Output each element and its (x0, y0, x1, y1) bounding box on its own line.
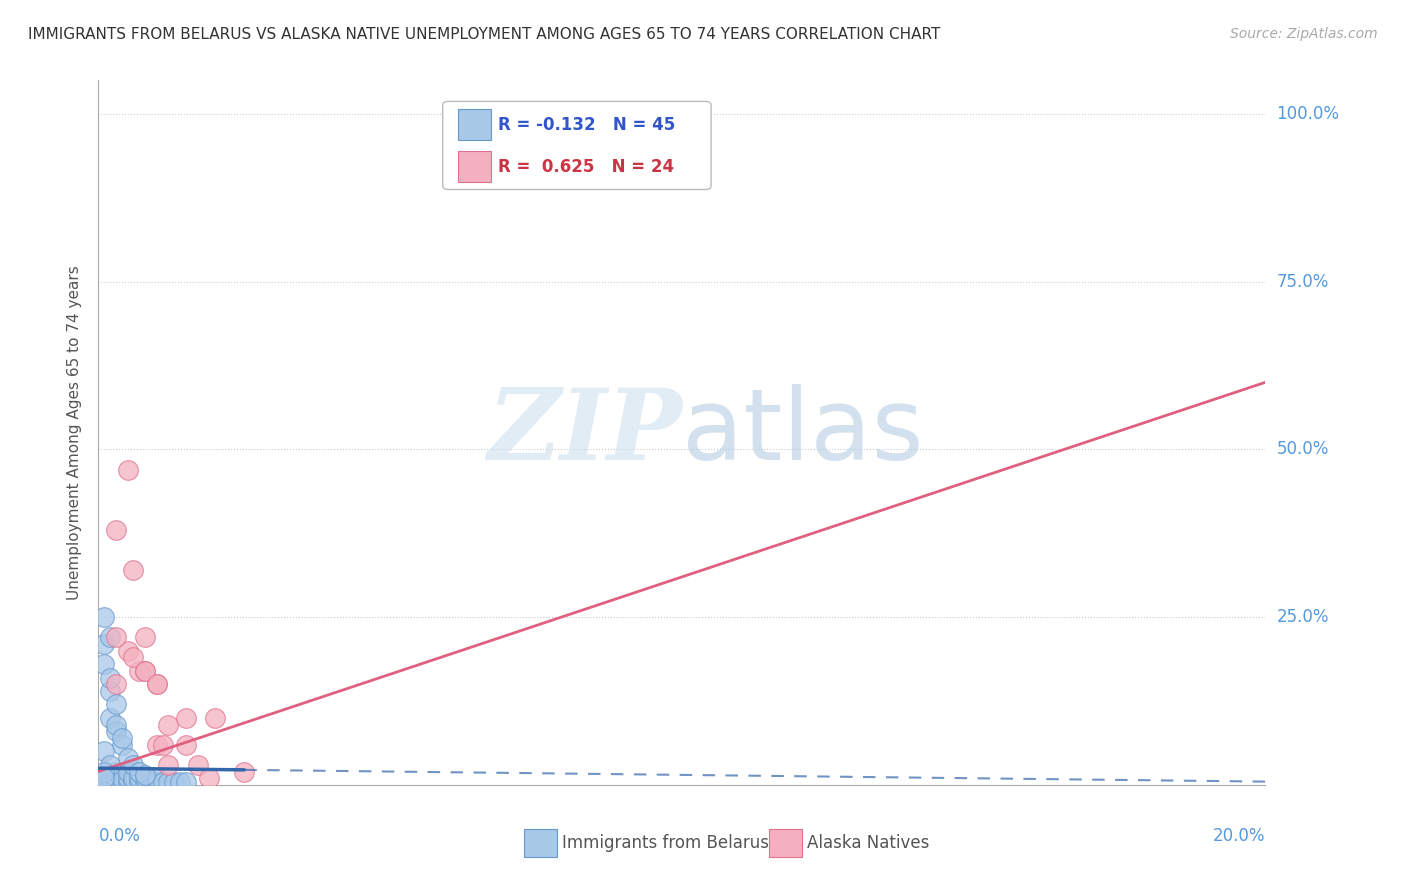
Point (128, 764, 150, 779)
Text: Immigrants from Belarus: Immigrants from Belarus (562, 834, 769, 852)
Point (146, 771, 169, 785)
Point (134, 630, 156, 644)
Point (93, 774, 115, 789)
Point (98, 630, 121, 644)
Point (128, 664, 150, 678)
Point (104, 523, 127, 537)
Point (111, 774, 134, 789)
Point (111, 738, 134, 752)
Point (117, 774, 139, 789)
FancyBboxPatch shape (524, 829, 557, 857)
Point (98, 774, 121, 789)
Point (128, 774, 150, 789)
Point (98, 757, 121, 772)
Text: 0.0%: 0.0% (98, 827, 141, 845)
Point (104, 771, 127, 785)
Text: ZIP: ZIP (486, 384, 682, 481)
Point (134, 768, 156, 782)
Point (104, 698, 127, 712)
Point (134, 664, 156, 678)
Point (104, 630, 127, 644)
Point (157, 717, 180, 731)
Point (98, 711, 121, 725)
Point (98, 684, 121, 698)
FancyBboxPatch shape (443, 102, 711, 189)
Text: IMMIGRANTS FROM BELARUS VS ALASKA NATIVE UNEMPLOYMENT AMONG AGES 65 TO 74 YEARS : IMMIGRANTS FROM BELARUS VS ALASKA NATIVE… (28, 27, 941, 42)
Point (93, 764, 115, 779)
Text: 25.0%: 25.0% (1277, 608, 1329, 626)
FancyBboxPatch shape (458, 109, 491, 140)
Text: 75.0%: 75.0% (1277, 273, 1329, 291)
Point (152, 738, 174, 752)
Point (134, 774, 156, 789)
Point (187, 757, 209, 772)
Point (163, 774, 186, 789)
Point (104, 677, 127, 691)
Point (204, 711, 226, 725)
Y-axis label: Unemployment Among Ages 65 to 74 years: Unemployment Among Ages 65 to 74 years (67, 265, 83, 600)
Point (93, 637, 115, 651)
Point (134, 664, 156, 678)
Point (152, 774, 174, 789)
Text: atlas: atlas (682, 384, 924, 481)
Point (104, 724, 127, 739)
Point (157, 757, 180, 772)
Point (122, 774, 145, 789)
Point (169, 774, 191, 789)
Point (93, 771, 115, 785)
Point (146, 677, 169, 691)
FancyBboxPatch shape (458, 151, 491, 183)
Text: 50.0%: 50.0% (1277, 441, 1329, 458)
Point (157, 774, 180, 789)
Point (146, 738, 169, 752)
Text: Source: ZipAtlas.com: Source: ZipAtlas.com (1230, 27, 1378, 41)
Point (98, 771, 121, 785)
Point (122, 650, 145, 665)
Text: Alaska Natives: Alaska Natives (807, 834, 929, 852)
Point (122, 563, 145, 577)
Text: R = -0.132   N = 45: R = -0.132 N = 45 (498, 116, 675, 134)
Point (117, 751, 139, 765)
Text: 100.0%: 100.0% (1277, 105, 1340, 123)
Text: 20.0%: 20.0% (1213, 827, 1265, 845)
Point (93, 657, 115, 672)
Point (98, 671, 121, 685)
Point (93, 744, 115, 758)
Point (111, 731, 134, 745)
Point (104, 764, 127, 779)
Point (117, 771, 139, 785)
Point (174, 774, 197, 789)
Point (174, 738, 197, 752)
Point (174, 711, 197, 725)
Point (122, 771, 145, 785)
Point (146, 677, 169, 691)
Point (134, 771, 156, 785)
Point (104, 717, 127, 731)
Point (139, 774, 162, 789)
Point (146, 774, 169, 789)
Point (117, 764, 139, 779)
Point (117, 644, 139, 658)
Point (198, 771, 221, 785)
Point (117, 462, 139, 476)
Point (93, 610, 115, 624)
Text: R =  0.625   N = 24: R = 0.625 N = 24 (498, 158, 673, 176)
Point (128, 771, 150, 785)
Point (122, 757, 145, 772)
Point (111, 771, 134, 785)
Point (233, 764, 256, 779)
Point (104, 774, 127, 789)
FancyBboxPatch shape (769, 829, 801, 857)
Point (671, 107, 693, 121)
